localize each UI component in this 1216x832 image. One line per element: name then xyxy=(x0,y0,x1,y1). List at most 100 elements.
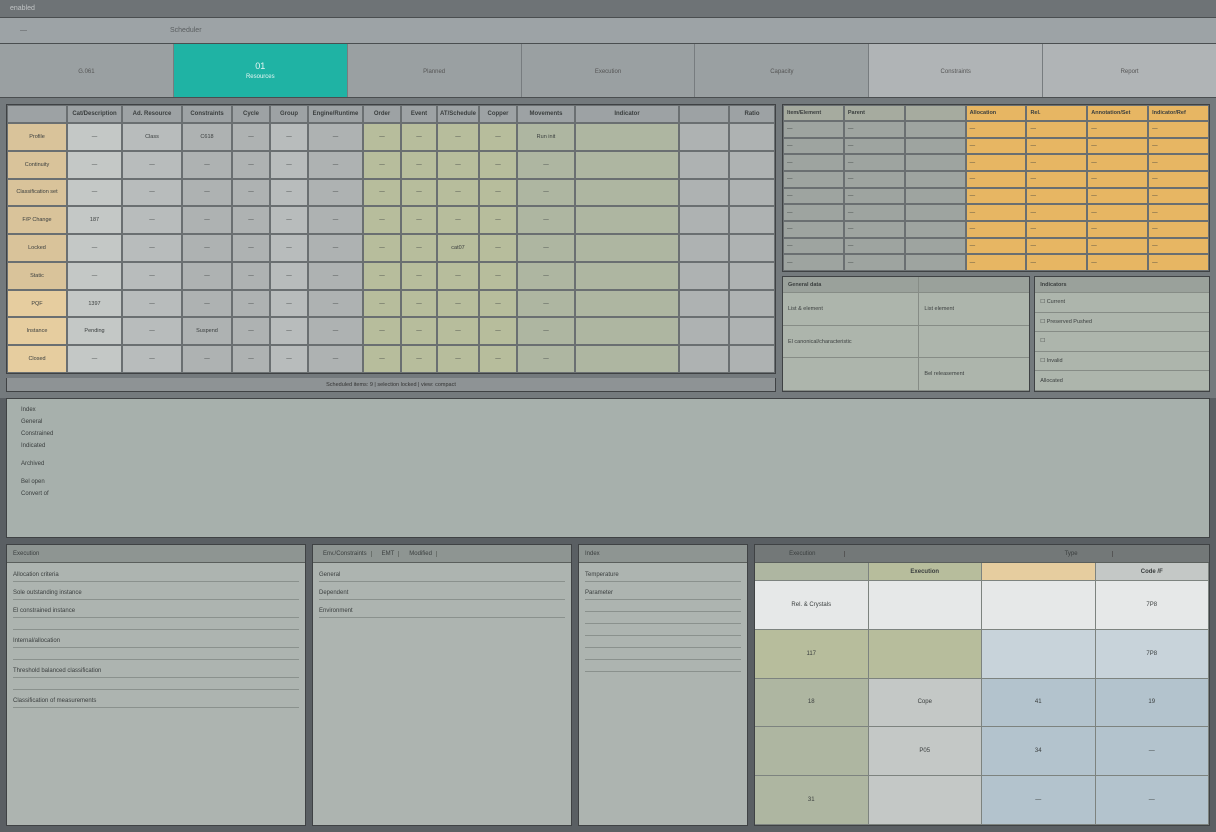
grid-cell xyxy=(729,206,775,234)
grid-row[interactable]: Closed——————————— xyxy=(7,345,775,373)
summary-card-3[interactable]: Execution xyxy=(522,44,695,97)
summary-card-2[interactable]: Planned xyxy=(348,44,521,97)
grid-col-7[interactable]: Event xyxy=(401,105,437,123)
grid-col-2[interactable]: Constraints xyxy=(182,105,232,123)
right-allocation-table[interactable]: Item/ElementParent AllocationRel.Annotati… xyxy=(782,104,1210,272)
grid-row[interactable]: Locked————————cat07—— xyxy=(7,234,775,262)
grid-col-3[interactable]: Cycle xyxy=(232,105,270,123)
grid-cell: — xyxy=(401,234,437,262)
rt-cell: — xyxy=(1148,221,1209,238)
d-row[interactable]: 1177P8 xyxy=(755,630,1209,679)
d-row[interactable]: P0534— xyxy=(755,727,1209,776)
grid-col-8[interactable]: AT/Schedule xyxy=(437,105,479,123)
grid-col-0[interactable]: Cat/Description xyxy=(67,105,122,123)
lower-region: Execution Allocation criteriaSole outsta… xyxy=(0,544,1216,832)
summary-card-1[interactable]: 01Resources xyxy=(174,44,347,97)
grid-row[interactable]: Profile—ClassC618———————Run init xyxy=(7,123,775,151)
panel-d-tab-3[interactable]: Type xyxy=(1030,551,1114,557)
rt-row[interactable]: —————— xyxy=(783,171,1209,188)
rt-row[interactable]: —————— xyxy=(783,221,1209,238)
rt-cell: — xyxy=(1148,254,1209,271)
rt-row[interactable]: —————— xyxy=(783,154,1209,171)
d-row[interactable]: 31—— xyxy=(755,776,1209,825)
grid-col-11[interactable]: Indicator xyxy=(575,105,679,123)
grid-col-9[interactable]: Copper xyxy=(479,105,517,123)
grid-row[interactable]: PQF1397—————————— xyxy=(7,290,775,318)
grid-cell: — xyxy=(308,345,363,373)
grid-row[interactable]: Static——————————— xyxy=(7,262,775,290)
summary-card-5[interactable]: Constraints xyxy=(869,44,1042,97)
properties-panel: General dataList & elementList elementEl… xyxy=(782,276,1030,392)
check-item[interactable]: Allocated xyxy=(1035,371,1209,390)
grid-cell: — xyxy=(517,151,575,179)
panel-c-row: Temperature xyxy=(585,569,741,582)
summary-card-0[interactable]: G.061 xyxy=(0,44,173,97)
grid-row[interactable]: InstancePending—Suspend———————— xyxy=(7,317,775,345)
panel-a-row: Internal/allocation xyxy=(13,635,299,648)
grid-cell: — xyxy=(308,317,363,345)
grid-cell: — xyxy=(479,290,517,318)
d-row[interactable]: 18Cope4119 xyxy=(755,679,1209,728)
grid-col-13[interactable]: Ratio xyxy=(729,105,775,123)
rt-row[interactable]: —————— xyxy=(783,254,1209,271)
d-col-2[interactable] xyxy=(982,563,1096,580)
grid-row[interactable]: Classification set——————————— xyxy=(7,179,775,207)
rt-cell: — xyxy=(966,254,1027,271)
grid-cell: — xyxy=(517,290,575,318)
panel-a-row xyxy=(13,653,299,660)
grid-row[interactable]: F/P Change187—————————— xyxy=(7,206,775,234)
d-col-0[interactable] xyxy=(755,563,869,580)
summary-card-6[interactable]: Report xyxy=(1043,44,1216,97)
panel-a-title: Execution xyxy=(13,551,39,557)
rt-cell: — xyxy=(1148,154,1209,171)
d-cell: — xyxy=(982,776,1096,824)
rt-row[interactable]: —————— xyxy=(783,238,1209,255)
grid-col-5[interactable]: Engine/Runtime xyxy=(308,105,363,123)
d-col-1[interactable]: Execution xyxy=(869,563,983,580)
grid-col-10[interactable]: Movements xyxy=(517,105,575,123)
grid-col-12[interactable] xyxy=(679,105,729,123)
window-topbar: enabled xyxy=(0,0,1216,18)
grid-col-6[interactable]: Order xyxy=(363,105,401,123)
rt-row[interactable]: —————— xyxy=(783,121,1209,138)
props-title: General data xyxy=(783,277,918,292)
card-label: Resources xyxy=(246,74,275,80)
rt-col-6[interactable]: Indicator/Ref xyxy=(1148,105,1209,121)
grid-cell xyxy=(575,234,679,262)
check-item[interactable]: ☐ Preserved Pushed xyxy=(1035,313,1209,332)
grid-cell: — xyxy=(67,123,122,151)
check-item[interactable]: ☐ Invalid xyxy=(1035,352,1209,371)
rt-col-2[interactable] xyxy=(905,105,966,121)
panel-d-tab-0[interactable]: Execution xyxy=(761,551,845,557)
rt-col-4[interactable]: Rel. xyxy=(1026,105,1087,121)
panel-b-tab-1[interactable]: EMT xyxy=(378,551,400,557)
grid-cell: — xyxy=(517,317,575,345)
rt-row[interactable]: —————— xyxy=(783,188,1209,205)
grid-col-1[interactable]: Ad. Resource xyxy=(122,105,182,123)
d-col-3[interactable]: Code /F xyxy=(1096,563,1210,580)
rt-cell: — xyxy=(1026,221,1087,238)
grid-cell: — xyxy=(270,206,308,234)
panel-b-tab-0[interactable]: Env./Constraints xyxy=(319,551,372,557)
grid-cell: — xyxy=(401,317,437,345)
rt-cell: — xyxy=(844,188,905,205)
rt-col-5[interactable]: Annotation/Set xyxy=(1087,105,1148,121)
d-cell xyxy=(869,776,983,824)
rt-row[interactable]: —————— xyxy=(783,138,1209,155)
rt-col-0[interactable]: Item/Element xyxy=(783,105,844,121)
panel-b-tab-2[interactable]: Modified xyxy=(405,551,437,557)
d-row[interactable]: Rel. & Crystals7P8 xyxy=(755,581,1209,630)
grid-cell: — xyxy=(122,234,182,262)
grid-cell xyxy=(679,345,729,373)
main-data-grid[interactable]: Cat/DescriptionAd. ResourceConstraintsCy… xyxy=(6,104,776,374)
grid-cell: — xyxy=(232,262,270,290)
grid-col-4[interactable]: Group xyxy=(270,105,308,123)
summary-card-4[interactable]: Capacity xyxy=(695,44,868,97)
check-item[interactable]: ☐ Current xyxy=(1035,293,1209,312)
rt-col-3[interactable]: Allocation xyxy=(966,105,1027,121)
grid-row[interactable]: Continuity——————————— xyxy=(7,151,775,179)
rt-col-1[interactable]: Parent xyxy=(844,105,905,121)
grid-cell: — xyxy=(401,179,437,207)
check-item[interactable]: ☐ xyxy=(1035,332,1209,351)
rt-row[interactable]: —————— xyxy=(783,204,1209,221)
